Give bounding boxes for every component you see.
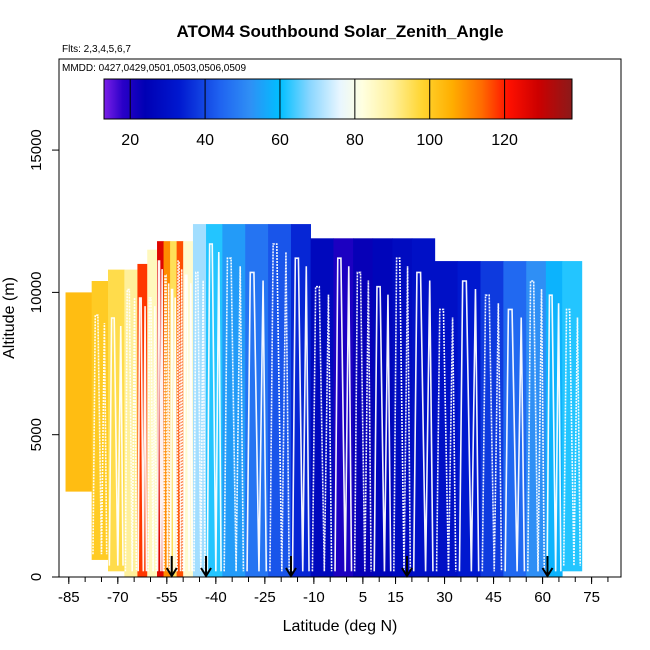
chart-title: ATOM4 Southbound Solar_Zenith_Angle	[176, 22, 503, 41]
y-axis-label: Altitude (m)	[1, 277, 18, 359]
x-tick-label: -55	[156, 589, 178, 606]
flight-track	[183, 274, 193, 572]
x-axis-label: Latitude (deg N)	[283, 618, 398, 635]
x-tick-label: 45	[485, 589, 502, 606]
flight-track	[108, 317, 124, 566]
flight-track	[393, 257, 412, 572]
arrow-head	[541, 567, 554, 578]
x-tick-label: -70	[107, 589, 129, 606]
x-tick-label: -40	[205, 589, 227, 606]
flight-track	[124, 288, 138, 572]
plot-frame	[58, 58, 622, 578]
colorbar-tick-label: 120	[491, 132, 518, 149]
flight-track	[246, 271, 268, 572]
colorbar-tick-label: 40	[196, 132, 214, 149]
x-tick-label: -85	[58, 589, 80, 606]
flight-track	[176, 260, 184, 572]
arrow-head	[401, 567, 413, 578]
flight-track	[223, 257, 245, 572]
colorbar: 20 40 60 80 100 120	[103, 78, 573, 149]
colorbar-tick-label: 20	[121, 132, 139, 149]
flight-track	[137, 297, 148, 572]
heatmap-column	[65, 292, 93, 492]
y-axis: 0 5000 10000 15000	[28, 129, 59, 581]
flight-track	[291, 257, 310, 572]
flight-track	[546, 294, 562, 572]
flight-track	[311, 285, 333, 572]
flight-track	[156, 260, 164, 572]
y-tick-label: 10000	[28, 272, 45, 314]
x-tick-label: 15	[387, 589, 404, 606]
flight-track	[412, 271, 434, 572]
heatmap-column	[434, 261, 459, 577]
flight-track	[458, 280, 480, 572]
x-tick-label: -10	[303, 589, 325, 606]
arrow-head	[285, 567, 297, 578]
flight-track	[562, 308, 582, 566]
x-tick-label: -25	[254, 589, 276, 606]
heatmap-column	[526, 261, 547, 577]
arrow-head	[200, 567, 212, 578]
x-tick-label: 60	[534, 589, 551, 606]
flight-track	[269, 243, 290, 572]
arrow-head	[165, 567, 178, 578]
flight-track	[504, 308, 526, 572]
flight-track	[435, 308, 457, 572]
y-tick-label: 5000	[28, 418, 45, 451]
flight-track	[481, 294, 503, 572]
flight-track	[193, 271, 206, 572]
colorbar-tick-label: 60	[271, 132, 289, 149]
flight-track	[334, 257, 353, 572]
colorbar-gradient	[103, 78, 573, 120]
flight-tracks	[92, 243, 582, 572]
y-tick-label: 15000	[28, 129, 45, 171]
flight-track	[206, 243, 222, 572]
flight-track	[373, 285, 392, 572]
flight-track	[169, 288, 177, 572]
x-tick-label: 75	[583, 589, 600, 606]
colorbar-tick-label: 80	[346, 132, 364, 149]
flights-label: Flts: 2,3,4,5,6,7	[62, 44, 131, 55]
flight-track	[527, 280, 546, 572]
flight-track	[92, 314, 108, 555]
y-tick-label: 0	[28, 573, 45, 581]
colorbar-tick-label: 100	[416, 132, 443, 149]
flight-track	[147, 297, 158, 572]
latitude-arrows	[165, 556, 554, 578]
colorbar-ticks: 20 40 60 80 100 120	[121, 79, 518, 149]
flight-track	[163, 274, 171, 572]
x-tick-label: 5	[359, 589, 367, 606]
flight-track	[353, 271, 372, 572]
dates-label: MMDD: 0427,0429,0501,0503,0506,0509	[62, 63, 246, 74]
x-tick-label: 30	[436, 589, 453, 606]
x-axis: -85 -70 -55 -40 -25 -10 5 15 30 45 60 75	[58, 577, 609, 606]
